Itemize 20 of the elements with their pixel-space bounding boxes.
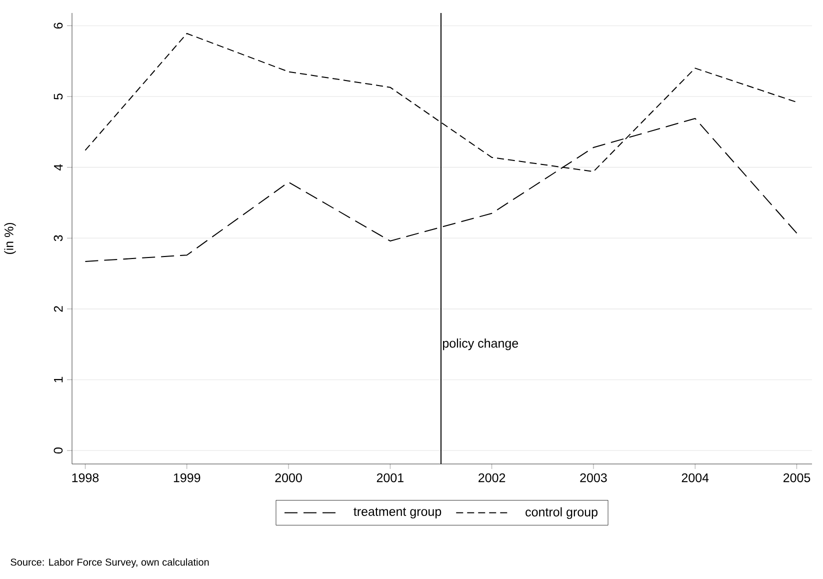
legend-label: control group (526, 507, 598, 519)
x-tick-label: 1999 (174, 473, 200, 482)
y-tick-label: 5 (54, 94, 63, 100)
y-tick-label: 1 (54, 376, 63, 382)
y-tick-label: 4 (54, 164, 63, 171)
y-tick-label: 6 (54, 22, 63, 29)
ref-line-label: policy change (443, 338, 518, 350)
x-tick-label: 2000 (275, 473, 302, 482)
x-tick-label: 2005 (783, 473, 810, 482)
x-tick-label: 2003 (580, 473, 607, 482)
x-tick-label: 1998 (72, 473, 99, 482)
x-tick-label: 2004 (682, 473, 709, 482)
y-tick-label: 0 (54, 448, 63, 454)
source-note: Source: Labor Force Survey, own calculation (10, 558, 209, 568)
x-tick-label: 2002 (478, 473, 506, 482)
y-axis-title: (in %) (4, 222, 16, 254)
y-tick-label: 2 (54, 306, 63, 312)
x-tick-label: 2001 (376, 473, 404, 482)
y-tick-label: 3 (54, 235, 63, 242)
legend-label: treatment group (354, 508, 442, 518)
